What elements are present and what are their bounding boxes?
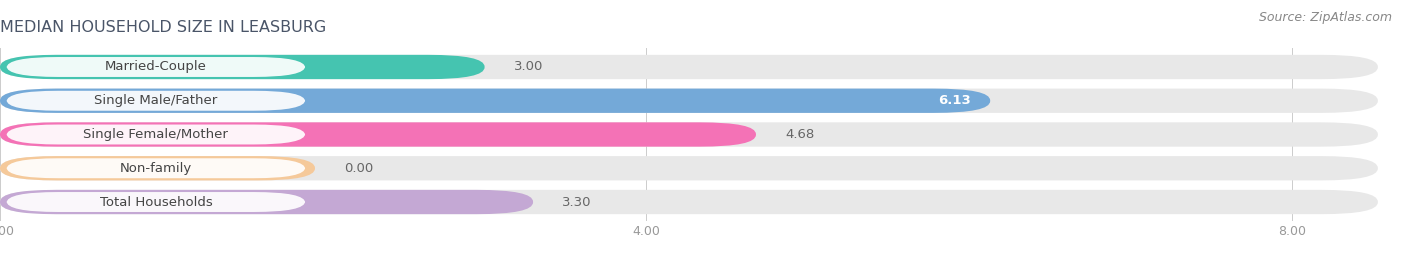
FancyBboxPatch shape [0, 122, 756, 147]
FancyBboxPatch shape [0, 89, 990, 113]
FancyBboxPatch shape [0, 190, 1378, 214]
FancyBboxPatch shape [7, 91, 305, 111]
Text: Total Households: Total Households [100, 196, 212, 208]
Text: MEDIAN HOUSEHOLD SIZE IN LEASBURG: MEDIAN HOUSEHOLD SIZE IN LEASBURG [0, 20, 326, 35]
Text: Single Male/Father: Single Male/Father [94, 94, 218, 107]
FancyBboxPatch shape [0, 55, 485, 79]
FancyBboxPatch shape [7, 158, 305, 178]
Text: 4.68: 4.68 [785, 128, 814, 141]
Text: Married-Couple: Married-Couple [105, 61, 207, 73]
Text: Non-family: Non-family [120, 162, 193, 175]
FancyBboxPatch shape [0, 89, 1378, 113]
Text: Single Female/Mother: Single Female/Mother [83, 128, 228, 141]
FancyBboxPatch shape [0, 156, 315, 180]
FancyBboxPatch shape [7, 192, 305, 212]
FancyBboxPatch shape [0, 190, 533, 214]
FancyBboxPatch shape [0, 55, 1378, 79]
Text: 3.00: 3.00 [513, 61, 543, 73]
Text: Source: ZipAtlas.com: Source: ZipAtlas.com [1258, 11, 1392, 24]
Text: 3.30: 3.30 [562, 196, 592, 208]
FancyBboxPatch shape [0, 156, 1378, 180]
Text: 0.00: 0.00 [344, 162, 374, 175]
Text: 6.13: 6.13 [938, 94, 970, 107]
FancyBboxPatch shape [7, 125, 305, 144]
FancyBboxPatch shape [7, 57, 305, 77]
FancyBboxPatch shape [0, 122, 1378, 147]
